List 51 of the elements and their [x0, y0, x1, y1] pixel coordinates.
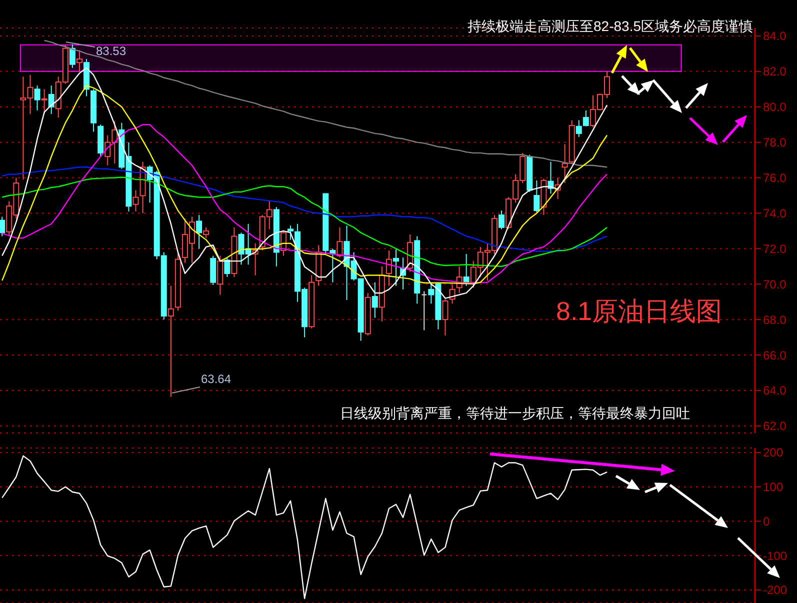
candlestick	[69, 44, 76, 68]
annotation: 63.64	[201, 372, 232, 386]
candlestick	[372, 282, 378, 318]
candlestick	[582, 110, 589, 127]
y-tick-label: 84.0	[763, 29, 787, 44]
candlestick	[576, 120, 582, 138]
candlestick	[196, 214, 202, 250]
candlestick	[463, 253, 470, 286]
candlestick	[217, 255, 224, 296]
line-series	[2, 166, 608, 252]
y-tick-label: 70.0	[763, 277, 787, 292]
candlestick	[168, 285, 174, 398]
candlestick	[76, 50, 82, 72]
candlestick	[132, 190, 139, 212]
candlestick	[210, 255, 216, 286]
line-series	[44, 40, 608, 168]
y-tick-label: 82.0	[763, 64, 787, 79]
candlestick	[562, 144, 568, 184]
candlestick	[287, 225, 294, 240]
candlestick	[41, 88, 48, 114]
candlestick	[224, 257, 230, 278]
y-tick-label: 74.0	[763, 206, 787, 220]
y-tick-label: 80.0	[763, 100, 787, 114]
y-tick-label: 0	[763, 514, 770, 528]
candlestick	[34, 85, 40, 111]
y-tick-label: 200	[763, 446, 784, 460]
candlestick	[393, 249, 399, 286]
candlestick	[534, 180, 540, 213]
candlestick	[498, 210, 505, 230]
y-tick-label: 72.0	[763, 242, 787, 256]
y-tick-label: 64.0	[763, 384, 787, 398]
candlestick	[336, 226, 343, 258]
annotation: 8.1原油日线图	[556, 295, 722, 328]
candlestick	[0, 216, 6, 237]
candlestick	[48, 85, 54, 114]
chart-title: 持续极端走高测压至82-83.5区域务必高度谨慎	[468, 18, 753, 36]
y-tick-label: 68.0	[763, 312, 787, 327]
y-tick-label: -200	[763, 583, 788, 598]
y-tick-label: 78.0	[763, 136, 787, 150]
candlestick	[442, 298, 448, 336]
annotation: 日线级别背离严重，等待进一步积压，等待最终暴力回吐	[340, 405, 690, 423]
y-tick-label: 66.0	[763, 348, 787, 362]
y-tick-label: -100	[763, 548, 788, 563]
candlestick	[386, 250, 392, 286]
y-tick-label: 76.0	[763, 171, 787, 186]
candlestick	[421, 290, 428, 331]
annotation: 83.53	[96, 44, 126, 58]
line-series	[2, 455, 608, 600]
candlestick	[203, 226, 210, 239]
y-tick-label: 62.0	[763, 419, 787, 434]
y-tick-label: 100	[763, 480, 784, 494]
